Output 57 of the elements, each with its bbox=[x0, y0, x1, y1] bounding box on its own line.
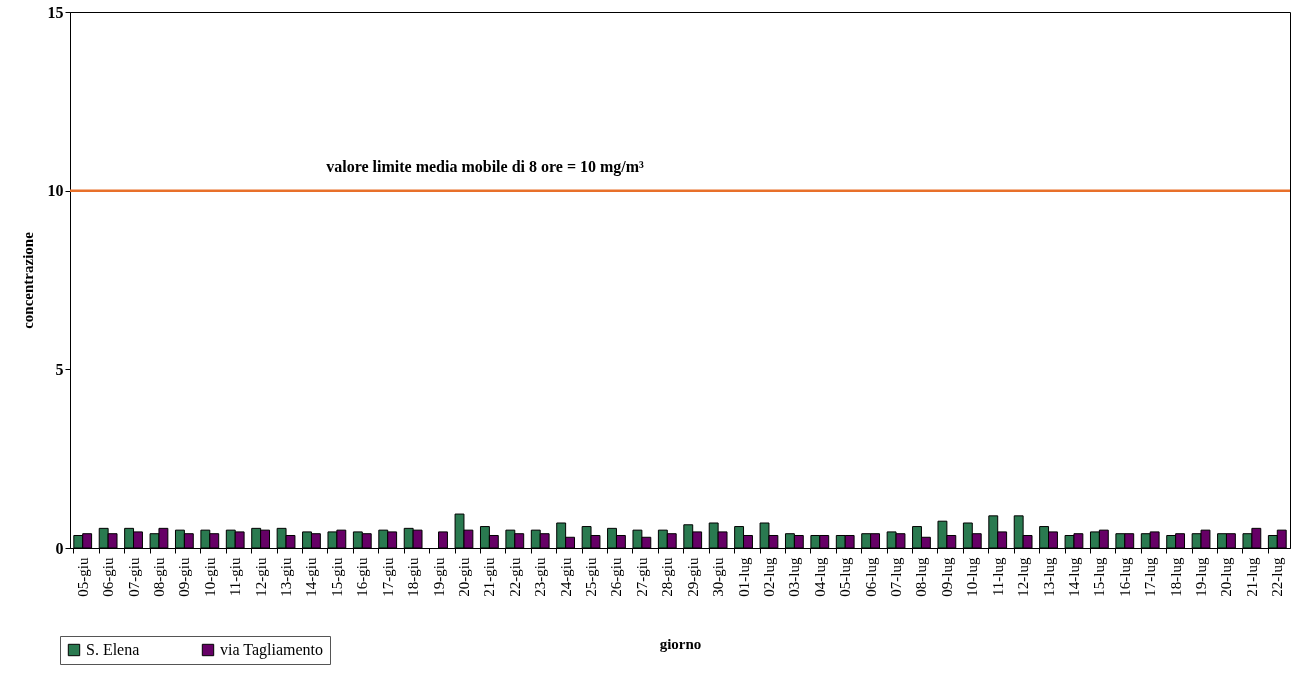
x-tick-label: 13-giu bbox=[278, 557, 295, 597]
y-tick-label: 5 bbox=[55, 360, 64, 378]
y-tick-label: 10 bbox=[47, 182, 64, 200]
x-tick-label: 06-lug bbox=[862, 557, 879, 597]
x-tick-label: 13-lug bbox=[1040, 557, 1057, 597]
x-tick-label: 15-giu bbox=[328, 557, 345, 597]
x-tick-label: 05-lug bbox=[837, 557, 854, 597]
x-tick-label: 29-giu bbox=[684, 557, 701, 597]
x-tick-label: 09-giu bbox=[176, 557, 193, 597]
x-tick-label: 17-lug bbox=[1142, 557, 1159, 597]
x-tick-label: 22-lug bbox=[1269, 557, 1286, 597]
x-tick-label: 17-giu bbox=[379, 557, 396, 597]
x-axis-title: giorno bbox=[659, 635, 702, 652]
x-tick-label: 19-lug bbox=[1193, 557, 1210, 597]
y-tick-label: 0 bbox=[55, 539, 64, 557]
x-tick-label: 11-giu bbox=[227, 557, 244, 597]
ref-line-label: valore limite media mobile di 8 ore = 10 mg/m³ bbox=[326, 157, 645, 176]
x-tick-label: 25-giu bbox=[583, 557, 600, 597]
x-tick-label: 14-giu bbox=[303, 557, 320, 597]
x-tick-label: 07-giu bbox=[125, 557, 142, 597]
x-tick-label: 02-lug bbox=[760, 557, 777, 597]
x-tick-label: 21-giu bbox=[481, 557, 498, 597]
legend-label: S. Elena bbox=[86, 641, 140, 658]
x-tick-label: 18-lug bbox=[1167, 557, 1184, 597]
x-tick-label: 28-giu bbox=[659, 557, 676, 597]
y-tick-label: 15 bbox=[47, 3, 64, 21]
x-tick-label: 10-giu bbox=[201, 557, 218, 597]
x-tick-label: 04-lug bbox=[811, 557, 828, 597]
x-tick-label: 09-lug bbox=[938, 557, 955, 597]
x-tick-label: 12-giu bbox=[252, 557, 269, 597]
x-tick-label: 21-lug bbox=[1243, 557, 1260, 597]
x-tick-label: 20-lug bbox=[1218, 557, 1235, 597]
x-tick-label: 23-giu bbox=[532, 557, 549, 597]
x-tick-label: 15-lug bbox=[1091, 557, 1108, 597]
x-tick-label: 12-lug bbox=[1015, 557, 1032, 597]
x-tick-label: 16-giu bbox=[354, 557, 371, 597]
x-tick-label: 26-giu bbox=[608, 557, 625, 597]
x-tick-label: 11-lug bbox=[989, 557, 1006, 597]
x-tick-label: 08-giu bbox=[150, 557, 167, 597]
x-tick-label: 22-giu bbox=[506, 557, 523, 597]
x-tick-label: 30-giu bbox=[710, 557, 727, 597]
y-axis-title: concentrazione bbox=[19, 231, 36, 329]
x-tick-label: 19-giu bbox=[430, 557, 447, 597]
x-tick-label: 18-giu bbox=[405, 557, 422, 597]
x-tick-label: 07-lug bbox=[888, 557, 905, 597]
x-tick-label: 10-lug bbox=[964, 557, 981, 597]
x-tick-label: 24-giu bbox=[557, 557, 574, 597]
x-tick-label: 27-giu bbox=[633, 557, 650, 597]
x-tick-label: 14-lug bbox=[1065, 557, 1082, 597]
x-tick-label: 06-giu bbox=[100, 557, 117, 597]
x-tick-label: 03-lug bbox=[786, 557, 803, 597]
x-tick-label: 20-giu bbox=[455, 557, 472, 597]
x-tick-label: 01-lug bbox=[735, 557, 752, 597]
x-tick-label: 16-lug bbox=[1116, 557, 1133, 597]
x-tick-label: 08-lug bbox=[913, 557, 930, 597]
legend-label: via Tagliamento bbox=[220, 641, 323, 659]
x-tick-label: 05-giu bbox=[74, 557, 91, 597]
